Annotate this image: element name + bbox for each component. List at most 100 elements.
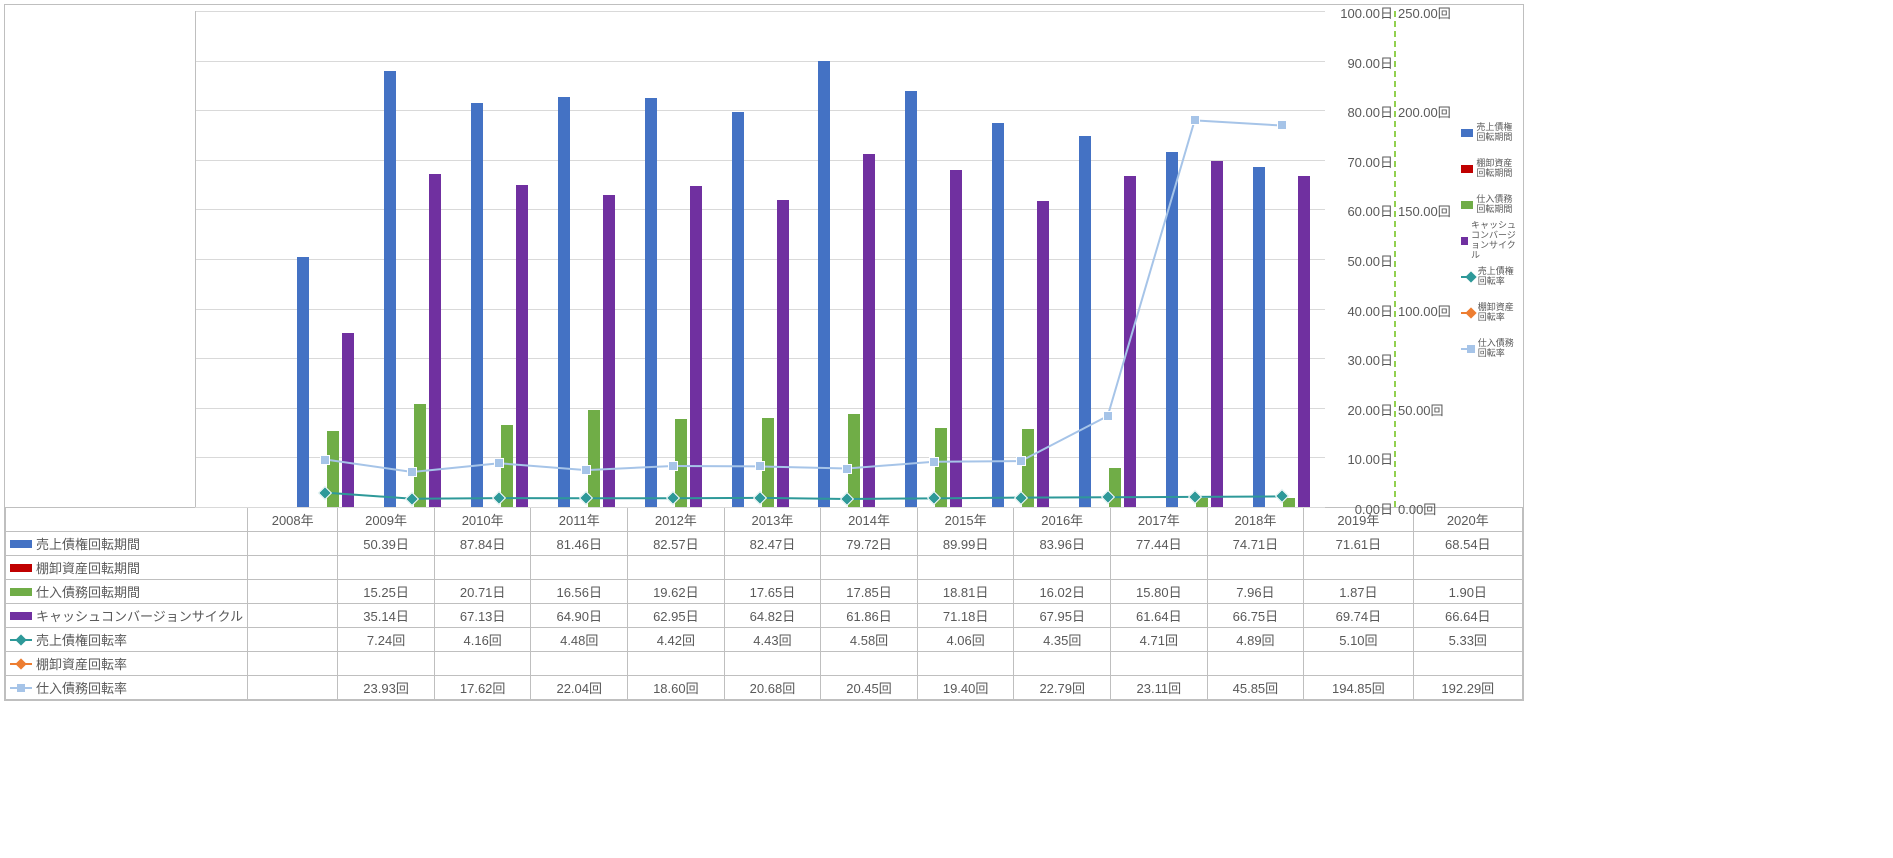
value-cell: 22.79回: [1014, 676, 1111, 700]
year-cell: 2017年: [1111, 508, 1208, 532]
series-label-s4: キャッシュコンバージョンサイクル: [10, 606, 243, 625]
value-cell: [434, 652, 531, 676]
value-cell: 4.06回: [917, 628, 1014, 652]
value-cell: 4.58回: [821, 628, 918, 652]
series-row-s2: 棚卸資産回転期間: [6, 556, 1523, 580]
value-cell: [248, 676, 338, 700]
value-cell: 82.47日: [724, 532, 821, 556]
value-cell: 62.95日: [628, 604, 725, 628]
value-cell: [1413, 556, 1522, 580]
value-cell: [821, 652, 918, 676]
value-cell: 23.11回: [1111, 676, 1208, 700]
value-cell: 17.85日: [821, 580, 918, 604]
value-cell: 81.46日: [531, 532, 628, 556]
year-cell: 2013年: [724, 508, 821, 532]
value-cell: [248, 652, 338, 676]
value-cell: 15.80日: [1111, 580, 1208, 604]
value-cell: 20.45回: [821, 676, 918, 700]
data-table: 2008年2009年2010年2011年2012年2013年2014年2015年…: [5, 507, 1523, 700]
legend-item-s1: 売上債権回転期間: [1461, 115, 1521, 151]
series-label-s2: 棚卸資産回転期間: [10, 558, 243, 577]
value-cell: [1111, 556, 1208, 580]
value-cell: 67.95日: [1014, 604, 1111, 628]
value-cell: 66.64日: [1413, 604, 1522, 628]
value-cell: 83.96日: [1014, 532, 1111, 556]
series-label-s3: 仕入債務回転期間: [10, 582, 243, 601]
value-cell: 5.33回: [1413, 628, 1522, 652]
value-cell: 17.62回: [434, 676, 531, 700]
value-cell: [1304, 556, 1413, 580]
value-cell: 4.43回: [724, 628, 821, 652]
value-cell: 5.10回: [1304, 628, 1413, 652]
legend-item-s5: 売上債権回転率: [1461, 259, 1521, 295]
value-cell: [628, 556, 725, 580]
value-cell: 18.60回: [628, 676, 725, 700]
value-cell: [248, 580, 338, 604]
value-cell: [248, 532, 338, 556]
value-cell: 68.54日: [1413, 532, 1522, 556]
legend-item-s2: 棚卸資産回転期間: [1461, 151, 1521, 187]
series-row-s4: キャッシュコンバージョンサイクル35.14日67.13日64.90日62.95日…: [6, 604, 1523, 628]
legend-item-s3: 仕入債務回転期間: [1461, 187, 1521, 223]
year-cell: 2014年: [821, 508, 918, 532]
legend-item-s4: キャッシュコンバージョンサイクル: [1461, 223, 1521, 259]
value-cell: [724, 652, 821, 676]
series-row-s3: 仕入債務回転期間15.25日20.71日16.56日19.62日17.65日17…: [6, 580, 1523, 604]
value-cell: [821, 556, 918, 580]
value-cell: [338, 556, 435, 580]
value-cell: 4.35回: [1014, 628, 1111, 652]
value-cell: 61.64日: [1111, 604, 1208, 628]
value-cell: 87.84日: [434, 532, 531, 556]
year-header-row: 2008年2009年2010年2011年2012年2013年2014年2015年…: [6, 508, 1523, 532]
value-cell: 69.74日: [1304, 604, 1413, 628]
value-cell: 4.16回: [434, 628, 531, 652]
value-cell: [917, 652, 1014, 676]
value-cell: 192.29回: [1413, 676, 1522, 700]
series-label-s7: 仕入債務回転率: [10, 678, 243, 697]
series-label-s1: 売上債権回転期間: [10, 534, 243, 553]
year-cell: 2016年: [1014, 508, 1111, 532]
value-cell: 19.40回: [917, 676, 1014, 700]
value-cell: 17.65日: [724, 580, 821, 604]
y-axis-left-labels: 0.00日10.00日20.00日30.00日40.00日50.00日60.00…: [1329, 5, 1394, 507]
value-cell: [1014, 556, 1111, 580]
value-cell: [248, 604, 338, 628]
value-cell: [1014, 652, 1111, 676]
value-cell: 64.82日: [724, 604, 821, 628]
value-cell: 4.48回: [531, 628, 628, 652]
value-cell: 77.44日: [1111, 532, 1208, 556]
value-cell: 71.61日: [1304, 532, 1413, 556]
value-cell: [248, 628, 338, 652]
value-cell: 19.62日: [628, 580, 725, 604]
legend-item-s7: 仕入債務回転率: [1461, 331, 1521, 367]
value-cell: 194.85回: [1304, 676, 1413, 700]
value-cell: [338, 652, 435, 676]
value-cell: 71.18日: [917, 604, 1014, 628]
series-label-s5: 売上債権回転率: [10, 630, 243, 649]
series-row-s5: 売上債権回転率7.24回4.16回4.48回4.42回4.43回4.58回4.0…: [6, 628, 1523, 652]
year-cell: 2009年: [338, 508, 435, 532]
plot-area: [195, 11, 1325, 507]
value-cell: 35.14日: [338, 604, 435, 628]
series-row-s6: 棚卸資産回転率: [6, 652, 1523, 676]
value-cell: 61.86日: [821, 604, 918, 628]
chart-container: 0.00日10.00日20.00日30.00日40.00日50.00日60.00…: [4, 4, 1524, 701]
value-cell: 18.81日: [917, 580, 1014, 604]
year-cell: 2012年: [628, 508, 725, 532]
value-cell: 1.90日: [1413, 580, 1522, 604]
value-cell: 23.93回: [338, 676, 435, 700]
value-cell: [1304, 652, 1413, 676]
value-cell: 20.68回: [724, 676, 821, 700]
value-cell: 7.24回: [338, 628, 435, 652]
value-cell: [1413, 652, 1522, 676]
value-cell: 15.25日: [338, 580, 435, 604]
value-cell: 66.75日: [1207, 604, 1304, 628]
value-cell: 45.85回: [1207, 676, 1304, 700]
value-cell: 20.71日: [434, 580, 531, 604]
legend-right: 売上債権回転期間棚卸資産回転期間仕入債務回転期間キャッシュコンバージョンサイクル…: [1461, 115, 1521, 367]
y-axis-right-borderline: [1394, 11, 1396, 507]
value-cell: [248, 556, 338, 580]
value-cell: 1.87日: [1304, 580, 1413, 604]
series-label-s6: 棚卸資産回転率: [10, 654, 243, 673]
value-cell: 67.13日: [434, 604, 531, 628]
